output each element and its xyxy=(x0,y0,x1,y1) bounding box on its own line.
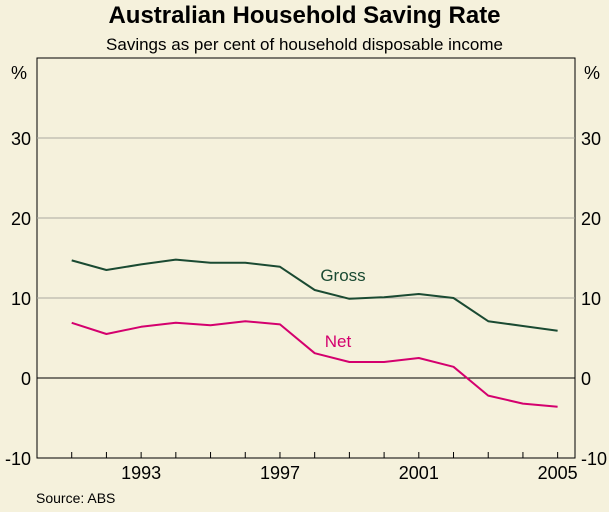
chart-title: Australian Household Saving Rate xyxy=(108,2,501,29)
y-tick-label-left: 0 xyxy=(21,369,31,389)
series-label-net: Net xyxy=(325,332,352,351)
x-tick-label: 2001 xyxy=(399,463,439,483)
x-axis: 1993 1997 2001 2005 xyxy=(36,452,578,483)
y-tick-label-left: 10 xyxy=(11,289,31,309)
y-tick-label-left: -10 xyxy=(5,449,31,469)
grid-lines xyxy=(37,137,575,379)
series-line-net xyxy=(71,320,558,408)
series-line-gross xyxy=(71,258,558,332)
y-axis-right: -10 0 10 20 30 xyxy=(581,129,607,469)
x-tick-label: 2005 xyxy=(538,463,578,483)
x-tick-label: 1993 xyxy=(121,463,161,483)
x-tick-label: 1997 xyxy=(260,463,300,483)
series-group xyxy=(71,258,558,408)
series-label-gross: Gross xyxy=(320,266,365,285)
y-tick-label-left: 30 xyxy=(11,129,31,149)
y-unit-label-left: % xyxy=(11,63,27,83)
y-unit-label-right: % xyxy=(584,63,600,83)
y-tick-label-right: -10 xyxy=(581,449,607,469)
y-axis-left: -10 0 10 20 30 xyxy=(5,129,31,469)
y-tick-label-right: 10 xyxy=(581,289,601,309)
y-tick-label-right: 0 xyxy=(581,369,591,389)
source-note: Source: ABS xyxy=(36,490,116,506)
y-tick-label-left: 20 xyxy=(11,209,31,229)
y-tick-label-right: 30 xyxy=(581,129,601,149)
chart-subtitle: Savings as per cent of household disposa… xyxy=(106,35,503,54)
plot-area xyxy=(36,57,576,459)
y-tick-label-right: 20 xyxy=(581,209,601,229)
